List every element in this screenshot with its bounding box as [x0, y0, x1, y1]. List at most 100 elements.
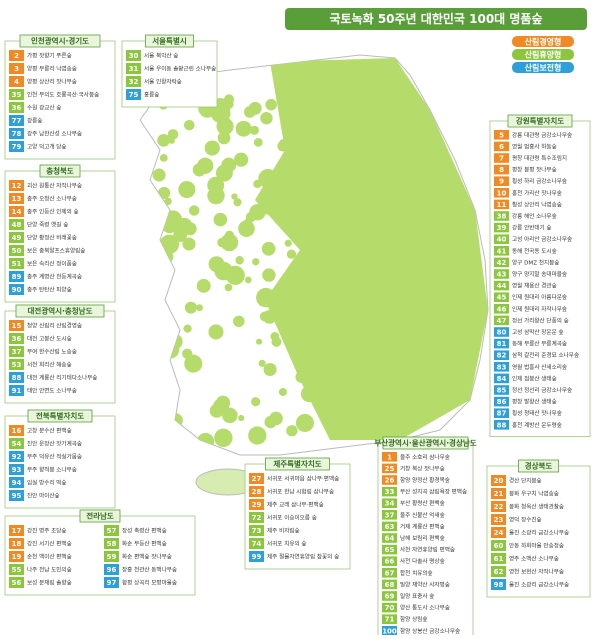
item-number: 80	[497, 329, 507, 337]
item-number-bg	[9, 219, 24, 230]
item-number-bg	[494, 420, 509, 430]
item-name: 화순 편백숲 잣나무숲	[122, 553, 172, 561]
forest-patch	[204, 140, 220, 156]
region-box: 인천광역시·경기도 2 가평 잣향기 푸른숲 3 양평 무릉리 낙엽송숲 4 양평 상산리 …	[4, 34, 116, 160]
forest-patch	[270, 332, 280, 341]
item-number-bg	[494, 280, 509, 291]
forest-patch	[164, 197, 172, 206]
item-number: 84	[497, 375, 507, 383]
item-name: 양구 양지말 송대마을숲	[512, 270, 567, 278]
item-number-bg	[382, 452, 397, 462]
item-number-bg	[9, 63, 24, 74]
item-name: 제주 절물자연휴양림 참꽃의 숲	[267, 553, 339, 561]
forest-patch	[238, 414, 245, 422]
item-number: 62	[494, 568, 504, 576]
item-number-bg	[382, 533, 397, 543]
item-number: 10	[497, 189, 507, 197]
item-name: 양평 상산리 잣나무숲	[27, 78, 77, 86]
item-number: 36	[12, 104, 22, 112]
region-header-bg	[145, 34, 194, 48]
forest-patch	[277, 140, 289, 152]
item-name: 동해 천곡동 도시숲	[512, 247, 557, 255]
item-number: 65	[385, 546, 395, 554]
item-name: 보은 속리산 정이품숲	[27, 260, 77, 268]
item-number-bg	[249, 473, 264, 484]
forest-patch	[233, 315, 245, 328]
region-box: 서울특별시 30 서울 북악산 숲 31 서울 우이동 솔밭근린 소나무숲 32 서울 인왕…	[121, 34, 218, 108]
item-number-bg	[494, 222, 509, 233]
forest-patch	[214, 428, 233, 448]
item-number-bg	[9, 538, 24, 549]
item-name: 대전 고봉산 도시숲	[27, 335, 72, 343]
item-number-bg	[9, 464, 24, 475]
item-number: 79	[12, 143, 22, 151]
item-name: 봉화 우구치 낙엽송숲	[509, 490, 559, 498]
item-name: 양평 무릉리 낙엽송숲	[27, 65, 77, 73]
item-name: 안동 하회마을 만송정숲	[509, 542, 564, 550]
item-number-bg	[9, 141, 24, 152]
item-number-bg	[104, 551, 119, 562]
item-name: 영덕 장수진숲	[509, 516, 542, 524]
region-header-bg	[79, 509, 121, 523]
forest-patch	[296, 194, 309, 207]
forest-patch	[262, 195, 270, 202]
forest-patch	[244, 276, 252, 284]
item-name: 인천 무의도 호룡곡산·국사봉숲	[27, 91, 99, 99]
forest-patch	[235, 256, 244, 265]
forest-patch	[184, 301, 197, 314]
item-number-bg	[491, 475, 506, 486]
item-number-bg	[9, 284, 24, 295]
item-name: 함평 상곡리 모평마을숲	[122, 579, 177, 587]
item-number-bg	[9, 50, 24, 61]
item-number: 38	[497, 213, 507, 221]
item-number: 7	[499, 155, 504, 163]
forest-patch	[258, 359, 266, 367]
item-name: 강릉 안반데기 숲	[512, 224, 552, 232]
item-number-bg	[382, 556, 397, 566]
item-number: 57	[107, 527, 117, 535]
item-number: 8	[499, 166, 504, 174]
item-number-bg	[494, 199, 509, 210]
forest-patch	[289, 269, 301, 282]
item-name: 함양 상봉산 금강소나무숲	[400, 627, 460, 635]
region-box: 부산광역시·울산광역시·경상남도 1 울주 소호리 삼나무숲 25 거창 북상 잣나무숲…	[374, 436, 477, 639]
item-name: 인제 원대리 아름다운숲	[512, 293, 567, 301]
item-number-bg	[494, 408, 509, 418]
region-box: 강원특별자치도 5 강릉 대관령 금강소나무숲 6 영월 법흥사 하늘숲 7 평창 대관령 …	[489, 114, 591, 438]
item-name: 인제 원대리 자작나무숲	[512, 305, 567, 313]
item-name: 울주 신불산 억새숲	[400, 511, 445, 519]
item-number-bg	[382, 591, 397, 601]
item-number: 88	[497, 421, 507, 429]
item-number-bg	[491, 488, 506, 499]
region-header-bg	[265, 457, 330, 471]
item-number: 11	[497, 201, 507, 209]
item-name: 서천 희리산 해송숲	[27, 361, 72, 369]
item-number-bg	[9, 564, 24, 575]
item-name: 광릉숲	[27, 117, 42, 125]
item-number-bg	[104, 564, 119, 575]
item-number: 97	[107, 579, 117, 587]
forest-patch	[265, 98, 277, 111]
item-number-bg	[9, 193, 24, 204]
item-number: 18	[12, 540, 22, 548]
item-name: 인제 점봉산 생태숲	[512, 374, 557, 382]
item-name: 보성 문재림 솔향숲	[27, 579, 72, 587]
item-number-bg	[494, 234, 509, 244]
item-number: 64	[385, 535, 395, 543]
item-number-bg	[494, 211, 509, 221]
forest-patch	[300, 385, 318, 403]
forest-patch	[159, 153, 168, 162]
item-number: 47	[497, 317, 507, 325]
region-header: 경상북도	[525, 461, 553, 471]
item-number-bg	[382, 498, 397, 508]
item-number-bg	[494, 362, 509, 372]
item-name: 장흥 천관산 동백나무숲	[122, 566, 177, 574]
region-header: 전라남도	[86, 511, 114, 521]
forest-patch	[158, 186, 171, 199]
item-number-bg	[9, 333, 24, 344]
item-number-bg	[382, 463, 397, 474]
item-name: 강진 명주 초당숲	[27, 527, 67, 535]
item-name: 보은 충북알프스휴양림숲	[27, 247, 85, 255]
forest-patch	[145, 353, 158, 366]
item-number: 17	[12, 527, 22, 535]
